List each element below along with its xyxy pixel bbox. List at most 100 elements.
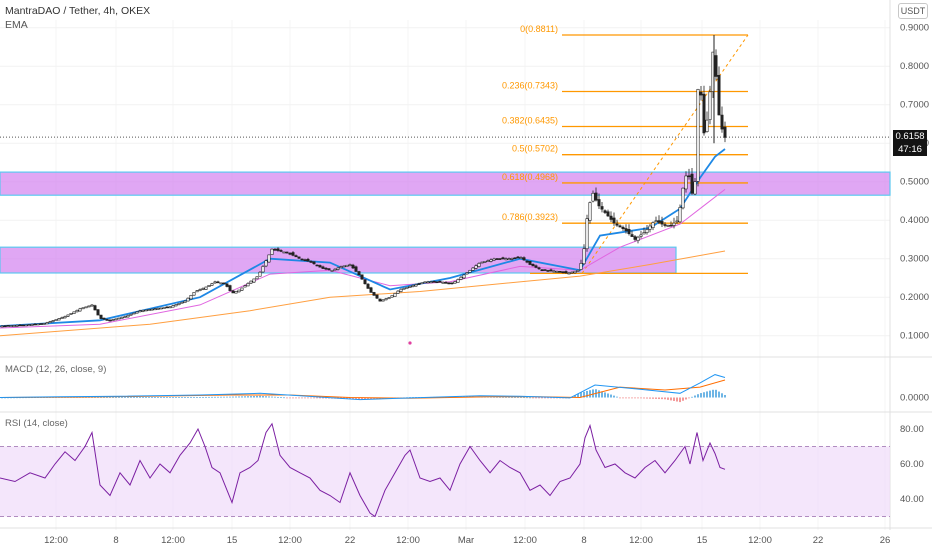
candle-body xyxy=(216,281,220,284)
indicator-label: EMA xyxy=(5,19,28,31)
candle-body xyxy=(612,217,616,224)
macd-histogram-bar xyxy=(583,391,585,398)
candle-body xyxy=(438,280,442,283)
candle-body xyxy=(249,280,253,284)
candle-body xyxy=(525,260,529,263)
candle-body xyxy=(489,259,493,262)
candle-body xyxy=(717,74,721,116)
macd-histogram-bar xyxy=(304,397,306,399)
candle-body xyxy=(696,89,700,182)
candle-body xyxy=(75,310,79,313)
candle-body xyxy=(501,257,505,260)
candle-body xyxy=(597,199,601,207)
macd-histogram-bar xyxy=(367,397,369,400)
rsi-line xyxy=(0,422,726,518)
candle-body xyxy=(687,175,691,178)
candle-body xyxy=(33,323,37,326)
candle-body xyxy=(243,285,247,288)
candle-body xyxy=(648,225,652,230)
candle-body xyxy=(681,187,685,209)
currency-button[interactable]: USDT xyxy=(898,3,928,19)
candle-body xyxy=(555,271,559,273)
candle-body xyxy=(309,261,313,263)
macd-histogram-bar xyxy=(100,397,102,398)
candle-body xyxy=(705,119,709,132)
macd-histogram-bar xyxy=(145,397,147,398)
candle-body xyxy=(702,93,706,134)
candle-body xyxy=(51,320,55,322)
macd-histogram-bar xyxy=(643,397,645,399)
candle-body xyxy=(723,126,727,138)
macd-histogram-bar xyxy=(634,397,636,399)
candle-body xyxy=(240,287,244,291)
candle-body xyxy=(393,293,397,297)
candle-body xyxy=(99,314,103,319)
macd-histogram-bar xyxy=(217,396,219,398)
macd-histogram-bar xyxy=(685,397,687,400)
macd-histogram-bar xyxy=(241,396,243,398)
macd-histogram-bar xyxy=(718,391,720,398)
candle-body xyxy=(660,221,664,225)
candle-body xyxy=(12,325,16,327)
fib-level-label: 0(0.8811) xyxy=(520,24,558,34)
candle-body xyxy=(504,258,508,261)
macd-histogram-bar xyxy=(598,390,600,398)
candle-body xyxy=(228,285,232,291)
candle-body xyxy=(300,258,304,261)
macd-histogram-bar xyxy=(280,397,282,398)
macd-histogram-bar xyxy=(154,397,156,398)
macd-histogram-bar xyxy=(163,397,165,398)
candle-body xyxy=(54,319,58,321)
macd-histogram-bar xyxy=(187,397,189,398)
time-axis-label: 12:00 xyxy=(748,535,772,546)
macd-histogram-bar xyxy=(673,397,675,401)
macd-histogram-bar xyxy=(274,396,276,398)
candle-body xyxy=(684,175,688,190)
candle-body xyxy=(666,225,670,227)
macd-histogram-bar xyxy=(364,397,366,400)
candle-body xyxy=(303,259,307,262)
candle-body xyxy=(213,281,217,284)
macd-histogram-bar xyxy=(97,397,99,398)
candle-body xyxy=(372,292,376,296)
candle-body xyxy=(225,283,229,287)
symbol-title: MantraDAO / Tether, 4h, OKEX xyxy=(5,5,151,17)
macd-histogram-bar xyxy=(610,394,612,398)
macd-histogram-bar xyxy=(355,397,357,400)
candle-body xyxy=(279,250,283,252)
fib-level-label: 0.5(0.5702) xyxy=(512,144,558,154)
candle-body xyxy=(180,301,184,304)
candle-body xyxy=(363,279,367,285)
macd-histogram-bar xyxy=(349,397,351,399)
candle-body xyxy=(24,324,28,327)
candle-body xyxy=(138,310,142,313)
macd-histogram-bar xyxy=(631,397,633,399)
candle-body xyxy=(408,286,412,288)
candle-body xyxy=(522,257,526,261)
macd-histogram-bar xyxy=(604,392,606,398)
price-axis-label: 0.5000 xyxy=(900,177,929,188)
ema-slow-line xyxy=(0,250,726,337)
rsi-band xyxy=(0,446,890,517)
macd-histogram-bar xyxy=(265,396,267,398)
macd-histogram-bar xyxy=(346,397,348,399)
candle-body xyxy=(204,286,208,290)
macd-histogram-bar xyxy=(199,397,201,398)
candle-body xyxy=(3,325,7,328)
candle-body xyxy=(471,267,475,271)
macd-histogram-bar xyxy=(706,391,708,398)
candle-body xyxy=(480,261,484,264)
candle-body xyxy=(258,271,262,277)
candle-body xyxy=(474,265,478,269)
candle-body xyxy=(405,286,409,289)
macd-histogram-bar xyxy=(319,397,321,399)
candle-body xyxy=(192,292,196,296)
price-axis-label: 0.3000 xyxy=(900,254,929,265)
macd-histogram-bar xyxy=(181,397,183,398)
candle-body xyxy=(285,251,289,254)
candle-body xyxy=(498,258,502,260)
macd-histogram-bar xyxy=(520,397,522,398)
candle-body xyxy=(132,312,136,315)
macd-histogram-bar xyxy=(523,397,525,399)
